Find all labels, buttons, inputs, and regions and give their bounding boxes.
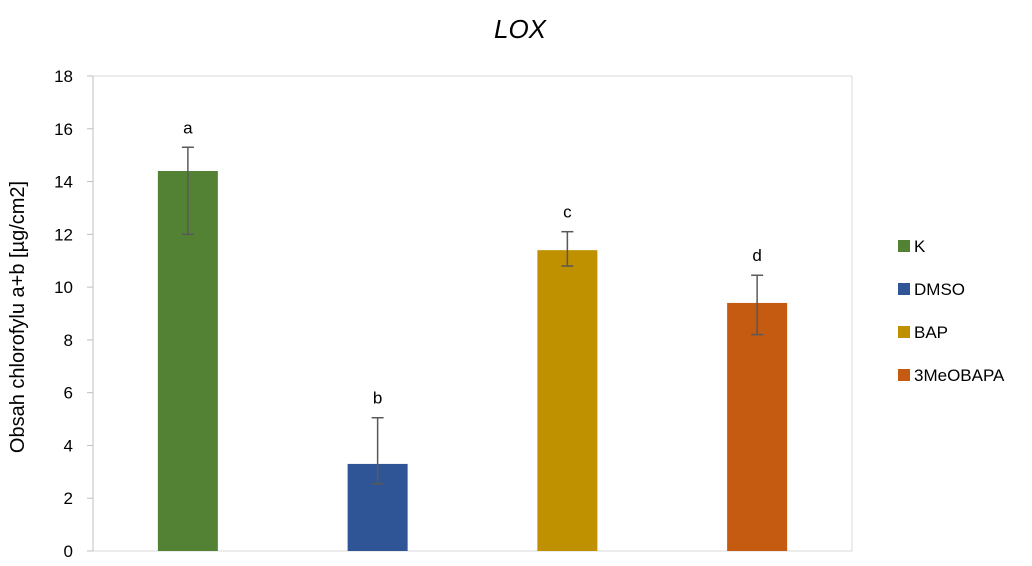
significance-label: c [563, 203, 572, 222]
significance-label: a [183, 118, 193, 137]
legend-label-bap: BAP [914, 323, 948, 342]
legend-swatch-bap [898, 326, 910, 338]
legend-swatch-k [898, 240, 910, 252]
significance-label: b [373, 389, 382, 408]
y-tick-label: 2 [64, 489, 73, 508]
y-tick-label: 4 [64, 436, 73, 455]
y-tick-label: 12 [54, 225, 73, 244]
error-bar [181, 146, 194, 236]
y-tick-label: 18 [54, 67, 73, 86]
bar-bap [537, 250, 598, 551]
y-tick-label: 8 [64, 331, 73, 350]
chart-title: LOX [494, 14, 548, 44]
bar-3meobapa [727, 302, 788, 551]
legend-swatch-3meobapa [898, 369, 910, 381]
error-bar [371, 416, 384, 485]
y-tick-label: 10 [54, 278, 73, 297]
error-bar [751, 274, 764, 336]
significance-label: d [752, 246, 761, 265]
y-tick-label: 14 [54, 173, 73, 192]
y-tick-label: 16 [54, 120, 73, 139]
y-tick-label: 0 [64, 542, 73, 561]
error-bar [561, 230, 574, 267]
y-axis-label: Obsah chlorofylu a+b [µg/cm2] [7, 181, 29, 453]
y-tick-label: 6 [64, 384, 73, 403]
legend-label-3meobapa: 3MeOBAPA [914, 366, 1005, 385]
legend-swatch-dmso [898, 283, 910, 295]
legend-label-dmso: DMSO [914, 280, 965, 299]
legend-label-k: K [914, 237, 926, 256]
